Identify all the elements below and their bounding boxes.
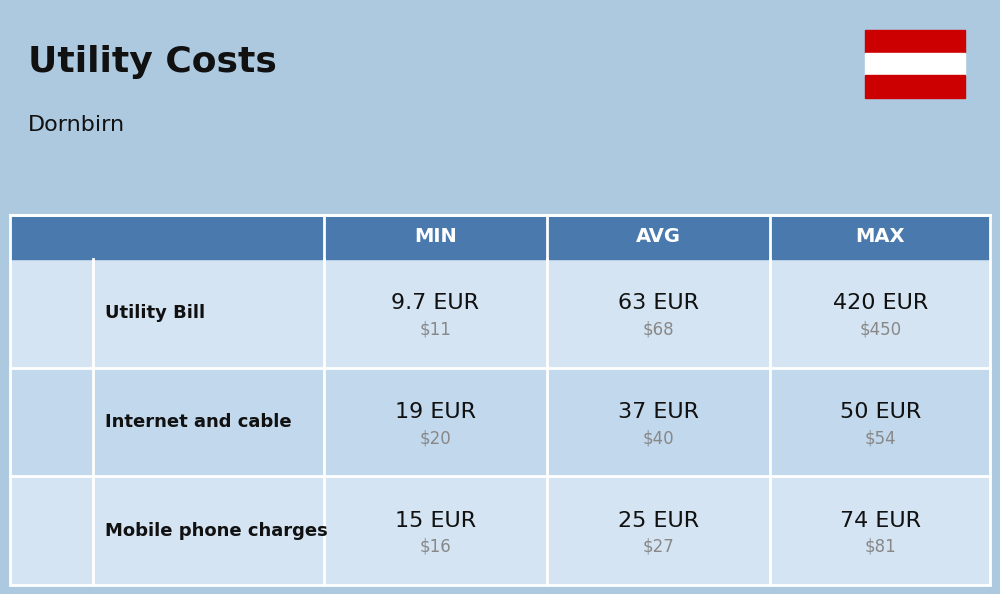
Text: $450: $450 — [859, 320, 901, 339]
FancyBboxPatch shape — [10, 215, 990, 259]
Text: MAX: MAX — [855, 228, 905, 247]
Text: Mobile phone charges: Mobile phone charges — [105, 522, 328, 540]
Text: Utility Costs: Utility Costs — [28, 45, 277, 79]
FancyBboxPatch shape — [10, 476, 990, 585]
FancyBboxPatch shape — [10, 368, 990, 476]
Text: 9.7 EUR: 9.7 EUR — [391, 293, 479, 313]
Text: $81: $81 — [864, 538, 896, 555]
Text: $27: $27 — [643, 538, 675, 555]
Text: $54: $54 — [864, 429, 896, 447]
Text: Utility Bill: Utility Bill — [105, 304, 205, 323]
FancyBboxPatch shape — [865, 30, 965, 53]
Text: $16: $16 — [419, 538, 451, 555]
FancyBboxPatch shape — [10, 259, 990, 368]
Text: Internet and cable: Internet and cable — [105, 413, 292, 431]
Text: $68: $68 — [643, 320, 675, 339]
FancyBboxPatch shape — [865, 75, 965, 98]
FancyBboxPatch shape — [865, 53, 965, 75]
Text: 15 EUR: 15 EUR — [395, 511, 476, 530]
Text: 19 EUR: 19 EUR — [395, 402, 476, 422]
Text: MIN: MIN — [414, 228, 457, 247]
Text: AVG: AVG — [636, 228, 681, 247]
Text: 25 EUR: 25 EUR — [618, 511, 699, 530]
Text: 63 EUR: 63 EUR — [618, 293, 699, 313]
Text: 420 EUR: 420 EUR — [833, 293, 928, 313]
Text: 74 EUR: 74 EUR — [840, 511, 921, 530]
Text: 37 EUR: 37 EUR — [618, 402, 699, 422]
Text: $11: $11 — [419, 320, 451, 339]
Text: Dornbirn: Dornbirn — [28, 115, 125, 135]
Text: 50 EUR: 50 EUR — [840, 402, 921, 422]
Text: $40: $40 — [643, 429, 675, 447]
Text: $20: $20 — [419, 429, 451, 447]
